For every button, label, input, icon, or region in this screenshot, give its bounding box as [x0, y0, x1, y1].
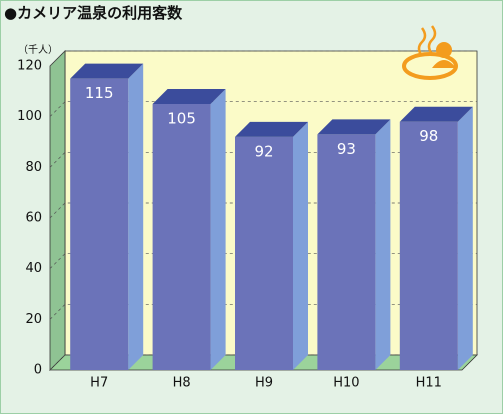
x-tick-label: H8 [173, 376, 191, 391]
bar [317, 134, 376, 370]
y-tick-label: 20 [25, 312, 42, 327]
value-label: 93 [337, 140, 356, 158]
y-tick-label: 120 [17, 59, 42, 74]
value-label: 92 [254, 142, 273, 160]
bar-side [457, 106, 473, 370]
grid-line [49, 50, 477, 67]
bar-side [375, 119, 391, 371]
bar-top [399, 106, 473, 122]
bar [399, 121, 458, 370]
bar-top [235, 121, 308, 137]
chart-title: ●カメリア温泉の利用客数 [4, 4, 183, 22]
y-unit: （千人） [18, 44, 58, 56]
y-tick-label: 40 [25, 261, 42, 276]
grid-line [49, 101, 477, 117]
plot: 0 20 40 60 80 100 120 H7 115 H8 105 H9 92 H10 93 H11 98 [17, 50, 478, 391]
x-tick-label: H7 [90, 376, 108, 391]
bar [235, 136, 293, 370]
y-tick-label: 80 [25, 160, 42, 175]
bar-side [293, 121, 308, 370]
bar-side [128, 63, 144, 371]
value-label: 105 [167, 110, 196, 128]
bar [70, 78, 129, 371]
value-label: 115 [85, 84, 114, 102]
bar-top [70, 63, 144, 79]
x-tick-label: H9 [255, 376, 273, 391]
x-tick-label: H10 [333, 376, 359, 391]
y-tick-label: 100 [17, 109, 42, 124]
bar-top [317, 119, 391, 135]
bar-side [210, 89, 226, 370]
bar-top [152, 89, 226, 104]
value-label: 98 [419, 127, 438, 145]
bar [152, 104, 211, 370]
y-tick-label: 0 [34, 363, 42, 378]
onsen-icon [402, 25, 458, 80]
x-tick-label: H11 [416, 376, 442, 391]
y-tick-label: 60 [25, 211, 42, 226]
left-wall [49, 50, 66, 371]
